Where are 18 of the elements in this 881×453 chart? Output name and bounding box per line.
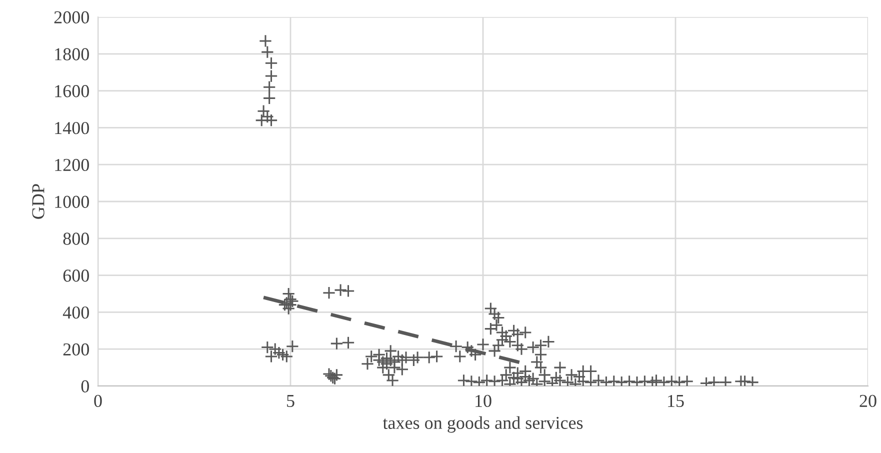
y-tick-label: 800: [63, 232, 89, 245]
y-tick-label: 0: [81, 380, 89, 392]
y-tick-label: 1000: [55, 196, 89, 208]
x-tick-label: 5: [287, 395, 294, 408]
y-tick-label: 400: [62, 306, 89, 319]
y-tick-label: 200: [63, 343, 89, 356]
y-tick-label: 1200: [55, 158, 89, 172]
x-tick-label: 15: [668, 394, 684, 408]
y-tick-label: 600: [63, 270, 89, 282]
y-tick-label: 1600: [55, 85, 89, 98]
y-tick-label: 1800: [55, 48, 89, 60]
x-tick-label: 20: [860, 394, 876, 408]
x-tick-label: 0: [94, 394, 102, 408]
y-tick-label: 1400: [55, 122, 89, 134]
y-axis-title: GDP: [32, 184, 44, 219]
x-axis-title: taxes on goods and services: [382, 416, 583, 433]
x-tick-label: 10: [476, 394, 492, 408]
y-tick-label: 2000: [54, 11, 89, 24]
